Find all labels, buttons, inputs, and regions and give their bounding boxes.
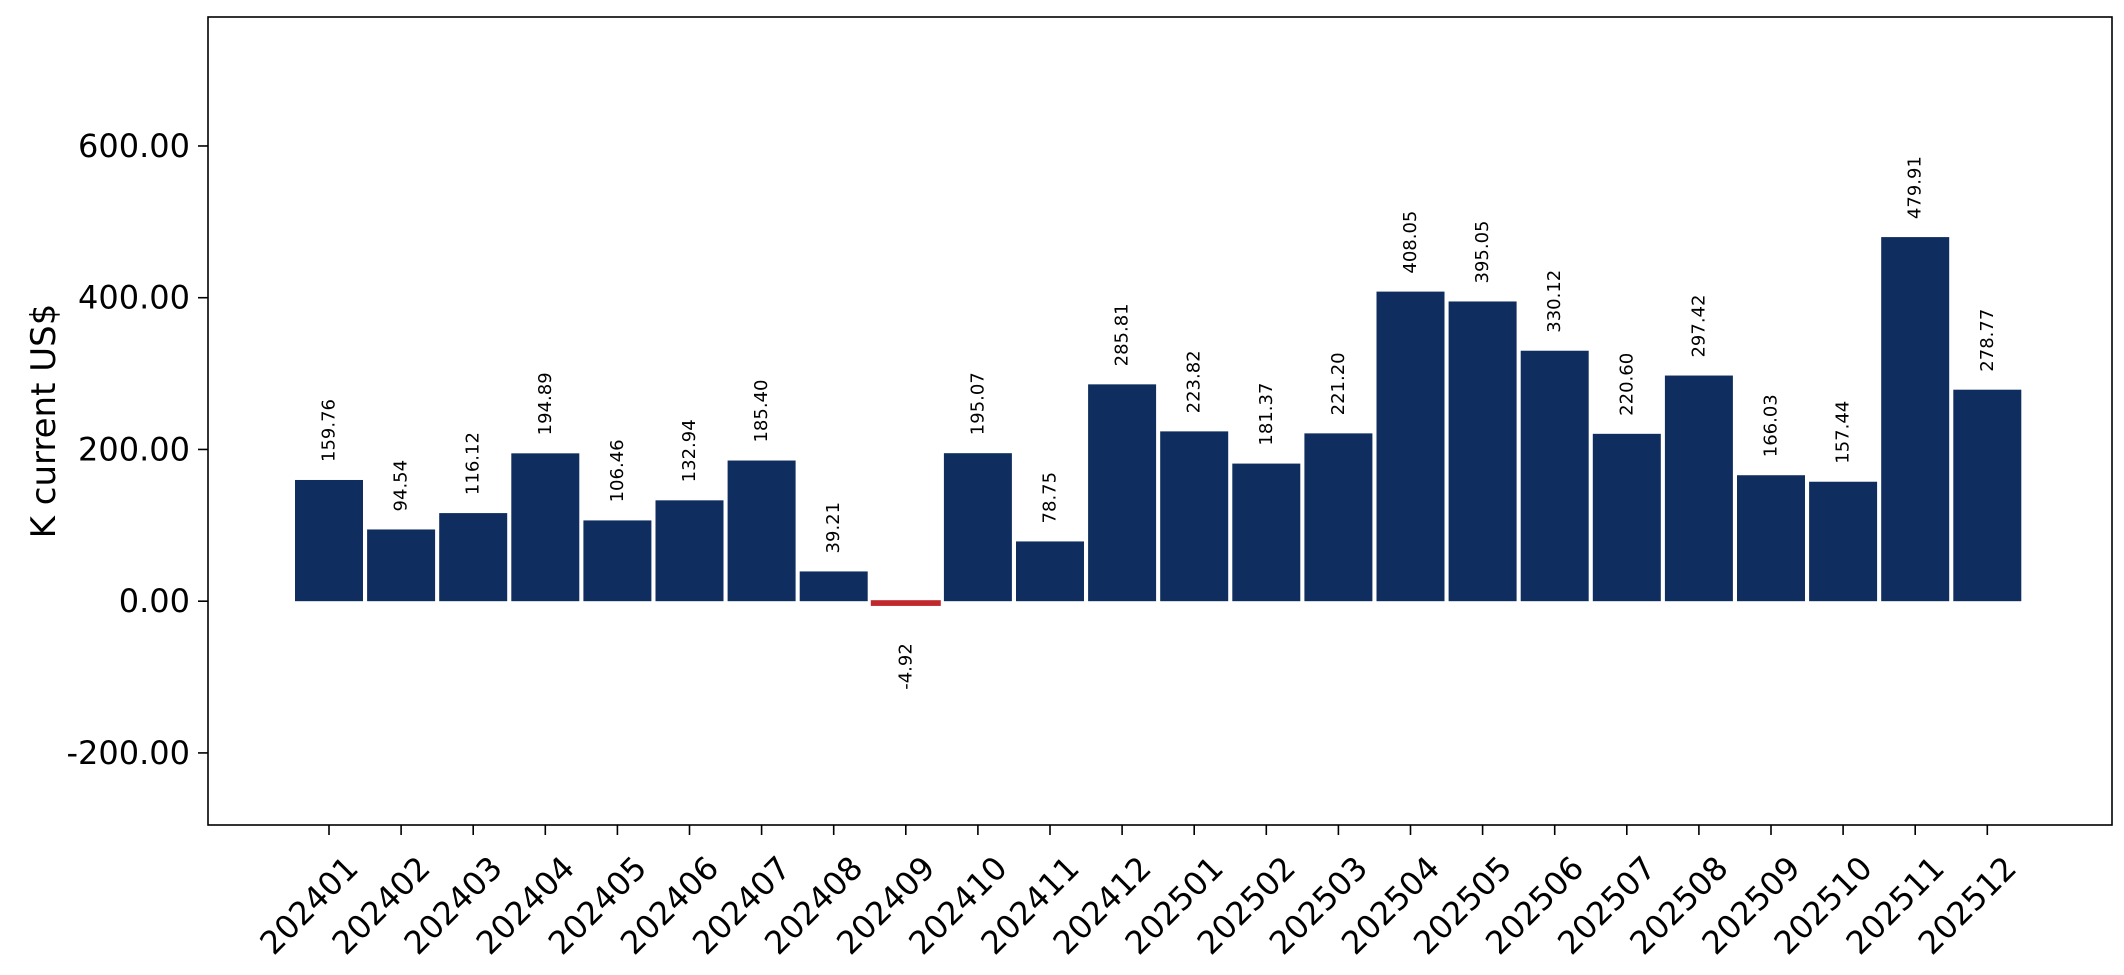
bar (1376, 291, 1445, 602)
bars-group (295, 237, 2022, 606)
y-tick-label: 400.00 (78, 279, 190, 317)
data-label: 479.91 (1905, 156, 1926, 219)
y-tick-label: 600.00 (78, 127, 190, 165)
bar (1232, 463, 1301, 602)
data-label: 408.05 (1400, 211, 1421, 274)
bar (655, 500, 724, 602)
data-label: 78.75 (1040, 472, 1061, 524)
data-label: 166.03 (1761, 394, 1782, 457)
data-label: 278.77 (1977, 309, 1998, 372)
bar (1520, 350, 1589, 602)
bar (1088, 384, 1157, 602)
data-label: 194.89 (535, 372, 556, 435)
data-label: 106.46 (607, 439, 628, 502)
bar (367, 529, 436, 602)
data-label: 297.42 (1688, 295, 1709, 358)
data-label: 285.81 (1112, 303, 1133, 366)
bar (295, 479, 363, 602)
bar (1592, 433, 1661, 602)
bar (1881, 237, 1950, 602)
data-label: 395.05 (1472, 220, 1493, 283)
bar (943, 453, 1012, 602)
data-label: 220.60 (1616, 353, 1637, 416)
data-label: 330.12 (1544, 270, 1565, 333)
bar (727, 460, 796, 602)
data-label: 221.20 (1328, 352, 1349, 415)
bar (870, 600, 941, 606)
x-axis: 2024012024022024032024042024052024062024… (252, 825, 2024, 962)
bar (1448, 301, 1517, 602)
bar (1160, 431, 1229, 602)
y-axis-label: K current US$ (24, 304, 64, 539)
data-label: 185.40 (751, 380, 772, 443)
data-label: 181.37 (1256, 383, 1277, 446)
data-label: 116.12 (463, 432, 484, 495)
y-tick-label: -200.00 (66, 734, 190, 772)
bar (511, 453, 580, 602)
bar (799, 571, 868, 602)
data-label: 159.76 (319, 399, 340, 462)
data-label: 157.44 (1833, 401, 1854, 464)
bar (1304, 433, 1373, 602)
bar (1016, 541, 1084, 602)
data-label: 195.07 (967, 372, 988, 435)
y-tick-label: 0.00 (119, 582, 190, 620)
y-tick-label: 200.00 (78, 430, 190, 468)
plot-area-frame (207, 16, 2113, 826)
value-labels-group: 159.76 94.54 116.12 194.89 106.46 132.94 185.4… (319, 156, 1998, 690)
data-label: -4.92 (895, 643, 916, 690)
data-label: 132.94 (679, 419, 700, 482)
bar (1737, 475, 1805, 602)
data-label: 223.82 (1184, 350, 1205, 413)
bar (1953, 389, 2022, 602)
y-axis: -200.00 0.00 200.00 400.00 600.00 (66, 127, 208, 772)
bar (439, 513, 508, 602)
bar (1664, 375, 1733, 602)
bar (583, 520, 652, 602)
bar (1809, 481, 1878, 602)
data-label: 39.21 (823, 502, 844, 554)
data-label: 94.54 (391, 460, 412, 512)
